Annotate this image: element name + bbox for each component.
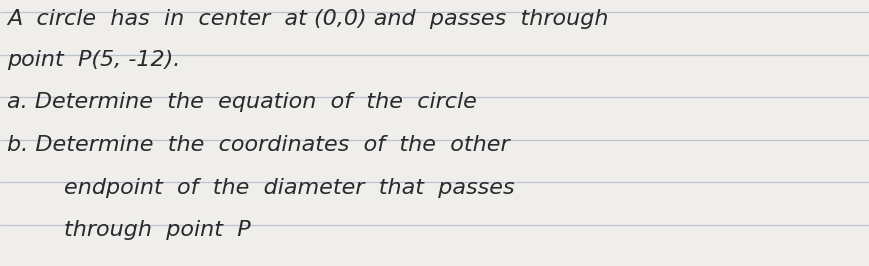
Text: through  point  P: through point P — [7, 220, 250, 240]
Text: A  circle  has  in  center  at (0,0) and  passes  through: A circle has in center at (0,0) and pass… — [7, 9, 608, 29]
Text: a. Determine  the  equation  of  the  circle: a. Determine the equation of the circle — [7, 92, 477, 113]
Text: b. Determine  the  coordinates  of  the  other: b. Determine the coordinates of the othe… — [7, 135, 509, 155]
Text: point  P(5, -12).: point P(5, -12). — [7, 50, 181, 70]
Text: endpoint  of  the  diameter  that  passes: endpoint of the diameter that passes — [7, 177, 514, 198]
